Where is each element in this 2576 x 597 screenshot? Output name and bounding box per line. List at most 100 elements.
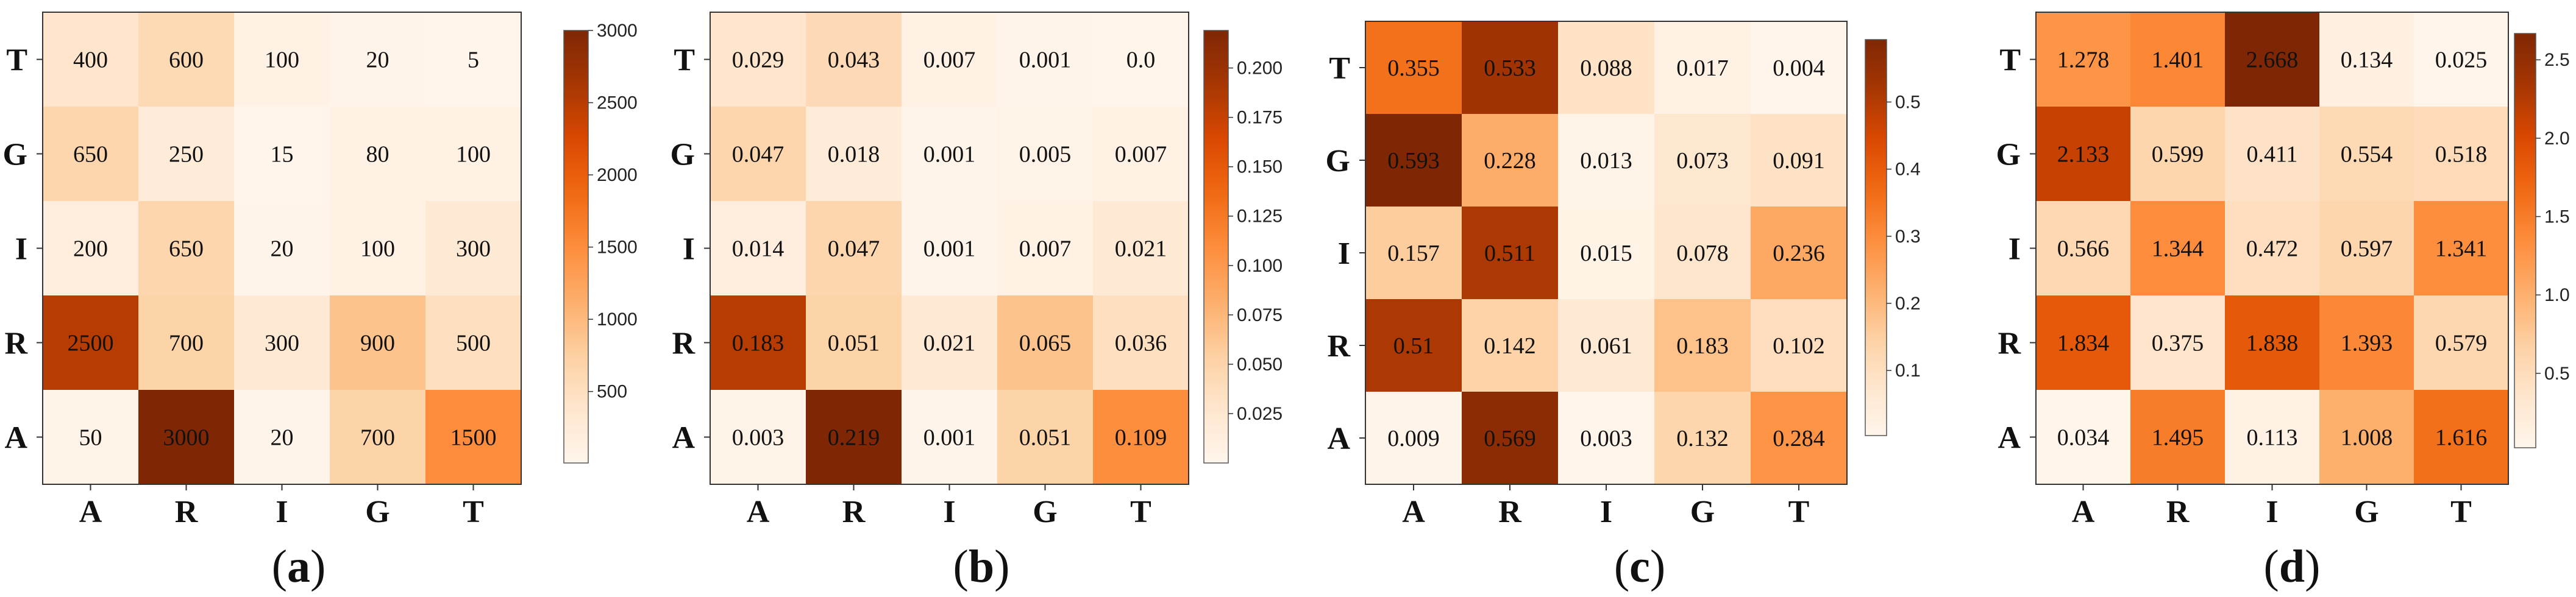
cell-label-a-A-R: 3000 — [163, 425, 210, 451]
cell-label-d-G-T: 0.518 — [2435, 142, 2488, 168]
heatmap-cell-a-R-A — [43, 295, 139, 390]
colorbar-b — [1203, 30, 1229, 464]
heatmap-cell-b-A-I — [902, 390, 998, 485]
colorbar-tick-label-d-2: 1.5 — [2544, 207, 2570, 227]
heatmap-cell-b-G-A — [710, 107, 806, 202]
heatmap-cell-b-A-G — [997, 390, 1094, 485]
x-tick-label-b-0: A — [747, 495, 770, 529]
cell-label-b-I-T: 0.021 — [1115, 236, 1167, 262]
heatmap-cell-b-T-R — [806, 12, 902, 107]
heatmap-cell-d-T-R — [2130, 12, 2226, 107]
x-tick-label-b-2: I — [943, 495, 955, 529]
heatmap-cell-c-G-R — [1462, 114, 1559, 207]
heatmap-cell-c-T-R — [1462, 21, 1559, 115]
colorbar-tick-label-a-3: 2000 — [597, 165, 638, 185]
cell-label-d-I-A: 0.566 — [2057, 236, 2110, 262]
y-tick-label-c-4: A — [1327, 422, 1350, 456]
heatmap-cell-c-G-T — [1751, 114, 1848, 207]
heatmap-cell-d-T-I — [2225, 12, 2320, 107]
heatmap-cell-c-T-I — [1558, 21, 1655, 115]
cell-label-b-T-A: 0.029 — [732, 48, 785, 73]
cell-label-c-I-R: 0.511 — [1484, 241, 1535, 266]
heatmap-cell-c-G-G — [1654, 114, 1751, 207]
heatmap-cell-d-R-I — [2225, 295, 2320, 390]
x-tick-label-c-2: I — [1600, 495, 1612, 529]
colorbar-tick-label-c-3: 0.4 — [1895, 160, 1921, 180]
cell-label-c-R-I: 0.061 — [1580, 333, 1632, 359]
cell-label-c-T-G: 0.017 — [1676, 55, 1729, 81]
colorbar-tick-label-c-1: 0.2 — [1895, 294, 1921, 314]
heatmap-cell-c-A-R — [1462, 392, 1559, 485]
heatmap-cell-d-T-T — [2414, 12, 2509, 107]
y-tick-label-c-3: R — [1327, 329, 1351, 364]
heatmap-cell-d-I-T — [2414, 201, 2509, 296]
heatmap-cell-a-T-T — [425, 12, 522, 107]
colorbar-tick-label-b-4: 0.125 — [1237, 207, 1283, 227]
heatmap-cell-a-I-I — [234, 201, 330, 296]
heatmap-cell-d-I-I — [2225, 201, 2320, 296]
colorbar-tick-label-a-4: 2500 — [597, 93, 638, 113]
heatmap-cell-a-G-R — [138, 107, 235, 202]
cell-label-c-T-R: 0.533 — [1484, 55, 1536, 81]
y-tick-label-d-4: A — [1998, 421, 2021, 456]
heatmap-cell-b-G-G — [997, 107, 1094, 202]
heatmap-cell-c-R-I — [1558, 299, 1655, 392]
heatmap-cell-d-A-R — [2130, 390, 2226, 485]
cell-label-b-I-R: 0.047 — [828, 236, 880, 262]
cell-label-a-R-I: 300 — [265, 331, 299, 356]
heatmap-cell-b-A-R — [806, 390, 902, 485]
cell-label-a-G-T: 100 — [456, 142, 491, 168]
x-tick-label-d-1: R — [2166, 495, 2190, 529]
heatmap-cell-c-R-R — [1462, 299, 1559, 392]
heatmap-cell-a-R-I — [234, 295, 330, 390]
heatmap-cell-a-R-T — [425, 295, 522, 390]
cell-label-b-A-R: 0.219 — [828, 425, 880, 451]
cell-label-c-A-R: 0.569 — [1484, 426, 1536, 451]
y-tick-label-b-1: G — [671, 138, 695, 172]
y-tick-label-c-0: T — [1329, 51, 1350, 86]
heatmap-cell-b-R-R — [806, 295, 902, 390]
heatmap-cell-c-I-I — [1558, 207, 1655, 300]
cell-label-a-I-I: 20 — [271, 236, 294, 262]
cell-label-d-R-I: 1.838 — [2246, 331, 2299, 356]
cell-label-d-I-T: 1.341 — [2435, 236, 2488, 262]
colorbar-tick-label-d-0: 0.5 — [2544, 364, 2570, 384]
x-tick-label-a-3: G — [365, 495, 390, 529]
heatmap-cell-a-A-G — [330, 390, 426, 485]
cell-label-a-A-A: 50 — [79, 425, 102, 451]
cell-label-a-A-G: 700 — [360, 425, 395, 451]
heatmap-cell-d-I-A — [2036, 201, 2131, 296]
cell-label-b-A-I: 0.001 — [923, 425, 976, 451]
heatmap-cell-a-T-G — [330, 12, 426, 107]
cell-label-b-G-I: 0.001 — [923, 142, 976, 168]
heatmap-cell-b-A-T — [1093, 390, 1189, 485]
cell-label-d-T-T: 0.025 — [2435, 48, 2488, 73]
cell-label-a-R-T: 500 — [456, 331, 491, 356]
cell-label-b-R-G: 0.065 — [1019, 331, 1072, 356]
colorbar-tick-label-a-2: 1500 — [597, 238, 638, 258]
heatmap-cell-b-R-T — [1093, 295, 1189, 390]
cell-label-a-T-T: 5 — [468, 48, 479, 73]
cell-label-d-R-G: 1.393 — [2341, 331, 2393, 356]
cell-label-c-A-T: 0.284 — [1773, 426, 1825, 451]
cell-label-b-R-T: 0.036 — [1115, 331, 1167, 356]
cell-label-a-G-R: 250 — [169, 142, 204, 168]
heatmap-cell-c-R-G — [1654, 299, 1751, 392]
colorbar-tick-label-a-1: 1000 — [597, 309, 638, 330]
cell-label-d-R-A: 1.834 — [2057, 331, 2110, 356]
cell-label-a-G-A: 650 — [73, 142, 108, 168]
cell-label-a-G-G: 80 — [366, 142, 390, 168]
panel-a: 400 600 100 20 5 650 250 15 80 100 200 650 20 100 300 2… — [3, 12, 638, 592]
heatmap-cell-b-I-A — [710, 201, 806, 296]
heatmap-cell-d-A-T — [2414, 390, 2509, 485]
cell-label-d-A-I: 0.113 — [2246, 425, 2297, 451]
y-tick-label-d-0: T — [1999, 43, 2021, 78]
x-tick-label-a-1: R — [175, 495, 199, 529]
heatmap-cell-b-G-T — [1093, 107, 1189, 202]
cell-label-c-I-A: 0.157 — [1387, 241, 1440, 266]
x-tick-label-c-1: R — [1498, 495, 1522, 529]
cell-label-c-A-A: 0.009 — [1387, 426, 1440, 451]
y-tick-label-b-0: T — [674, 43, 695, 78]
y-tick-label-a-3: R — [4, 327, 28, 361]
cell-label-a-R-G: 900 — [360, 331, 395, 356]
